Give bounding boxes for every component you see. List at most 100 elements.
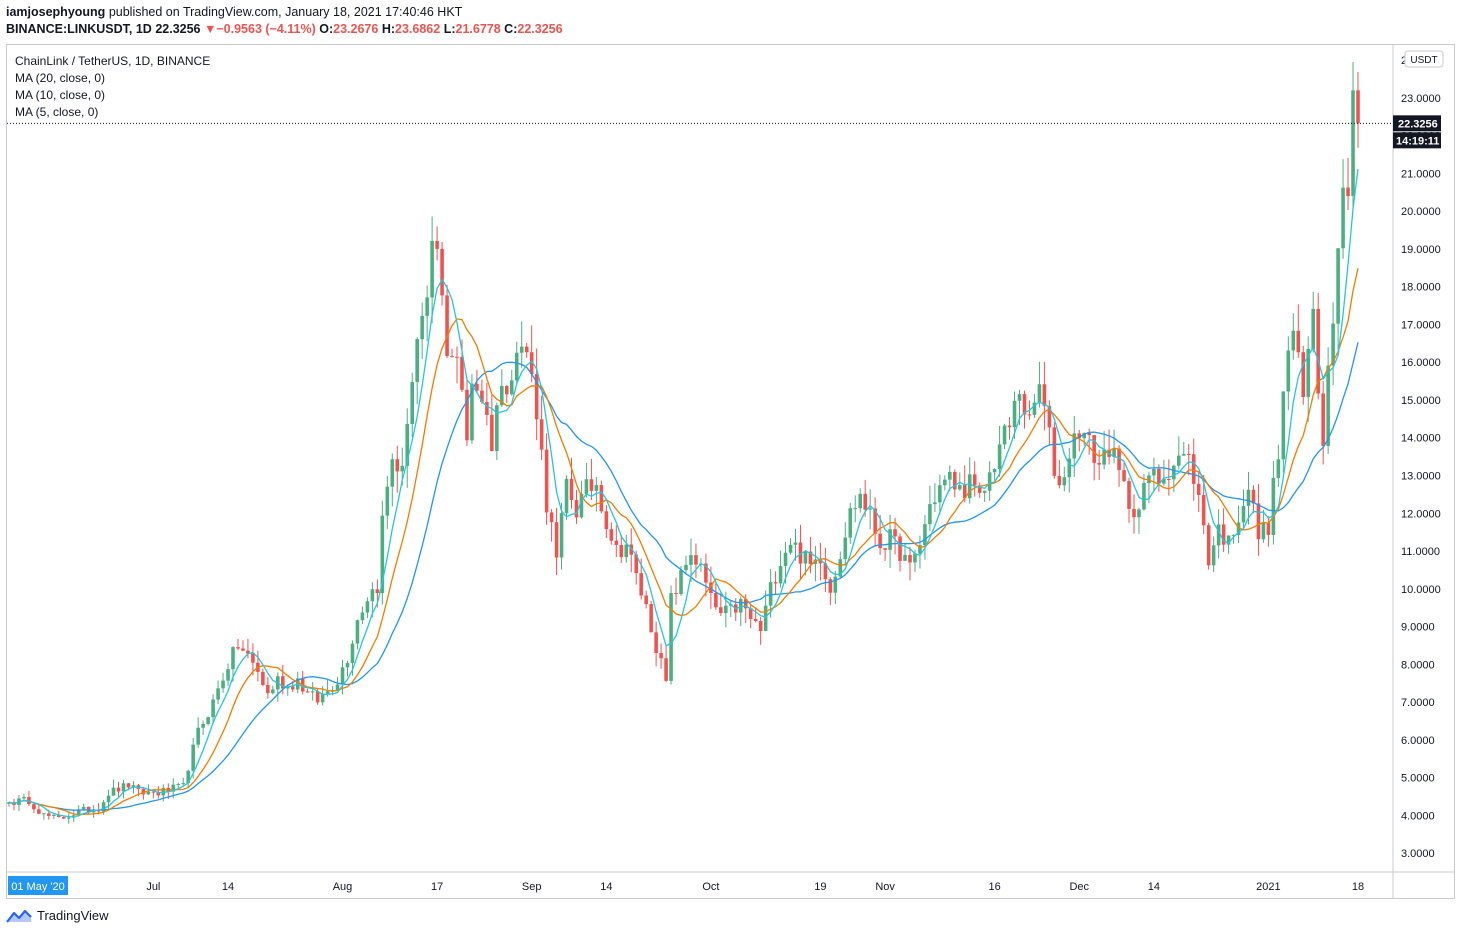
candle-body[interactable] — [504, 386, 509, 395]
candle-body[interactable] — [280, 676, 285, 689]
candle-body[interactable] — [659, 653, 663, 659]
candle-body[interactable] — [1291, 330, 1296, 351]
candle-body[interactable] — [1331, 323, 1335, 366]
candle-body[interactable] — [1067, 458, 1072, 478]
candle-body[interactable] — [1177, 455, 1181, 466]
candle-body[interactable] — [345, 662, 350, 668]
candle-body[interactable] — [848, 508, 853, 538]
candle-body[interactable] — [490, 414, 494, 452]
candle-body[interactable] — [808, 551, 813, 564]
candle-body[interactable] — [783, 552, 788, 566]
candle-body[interactable] — [972, 474, 977, 486]
candle-body[interactable] — [1326, 365, 1330, 446]
candle-body[interactable] — [1321, 393, 1325, 446]
publisher-name[interactable]: iamjosephyoung — [6, 5, 106, 19]
candle-body[interactable] — [176, 783, 181, 785]
candle-body[interactable] — [1231, 534, 1236, 536]
candle-body[interactable] — [544, 449, 549, 513]
candle-body[interactable] — [748, 608, 753, 619]
candle-body[interactable] — [788, 544, 793, 553]
candle-body[interactable] — [76, 809, 81, 816]
candle-body[interactable] — [624, 544, 629, 558]
candle-body[interactable] — [1042, 384, 1047, 406]
candle-body[interactable] — [689, 555, 693, 565]
candle-body[interactable] — [1152, 468, 1156, 476]
candle-body[interactable] — [370, 589, 375, 602]
candle-body[interactable] — [1196, 483, 1201, 495]
candle-body[interactable] — [1032, 402, 1037, 415]
candle-body[interactable] — [883, 548, 887, 550]
candle-body[interactable] — [450, 356, 454, 358]
candle-body[interactable] — [539, 419, 544, 450]
candle-body[interactable] — [938, 485, 942, 503]
candle-body[interactable] — [310, 691, 315, 693]
candle-body[interactable] — [564, 478, 569, 514]
candle-body[interactable] — [131, 785, 136, 788]
candle-body[interactable] — [1286, 350, 1291, 392]
candle-body[interactable] — [694, 555, 698, 565]
candle-body[interactable] — [96, 810, 101, 812]
candle-body[interactable] — [768, 582, 773, 606]
candle-body[interactable] — [519, 346, 524, 353]
candle-body[interactable] — [1062, 477, 1067, 486]
candle-body[interactable] — [967, 474, 972, 499]
candle-body[interactable] — [1221, 524, 1226, 545]
candle-body[interactable] — [445, 295, 449, 357]
candle-body[interactable] — [868, 508, 872, 510]
candle-body[interactable] — [798, 542, 803, 564]
candle-body[interactable] — [116, 787, 121, 792]
candle-body[interactable] — [1007, 425, 1012, 428]
candle-body[interactable] — [52, 814, 56, 816]
candle-body[interactable] — [604, 511, 609, 530]
candle-body[interactable] — [709, 582, 713, 593]
candle-body[interactable] — [987, 472, 992, 491]
candle-body[interactable] — [1022, 394, 1027, 415]
candle-body[interactable] — [126, 783, 131, 788]
candle-body[interactable] — [1341, 187, 1345, 249]
candle-body[interactable] — [1027, 414, 1032, 416]
candle-body[interactable] — [778, 565, 783, 584]
candle-body[interactable] — [420, 315, 424, 340]
candle-body[interactable] — [1346, 187, 1350, 197]
candle-body[interactable] — [261, 671, 265, 685]
candle-body[interactable] — [758, 621, 763, 632]
candle-body[interactable] — [196, 727, 200, 745]
candle-body[interactable] — [425, 297, 429, 316]
candle-body[interactable] — [619, 544, 624, 558]
candle-body[interactable] — [475, 383, 479, 391]
candle-body[interactable] — [206, 717, 210, 724]
candle-body[interactable] — [1112, 448, 1116, 457]
candle-body[interactable] — [888, 529, 892, 550]
candle-body[interactable] — [893, 529, 897, 537]
candle-body[interactable] — [285, 686, 290, 689]
ma-line[interactable] — [8, 169, 1359, 818]
candle-body[interactable] — [997, 444, 1002, 470]
candle-body[interactable] — [435, 240, 439, 249]
candle-body[interactable] — [529, 352, 534, 375]
candle-body[interactable] — [719, 607, 723, 614]
candle-body[interactable] — [669, 593, 673, 681]
candle-body[interactable] — [753, 618, 758, 622]
candle-body[interactable] — [410, 382, 414, 425]
candle-body[interactable] — [1236, 522, 1241, 535]
candle-body[interactable] — [251, 653, 255, 663]
candle-body[interactable] — [226, 669, 230, 681]
candle-body[interactable] — [634, 554, 639, 574]
candle-body[interactable] — [66, 817, 71, 819]
candle-body[interactable] — [1132, 508, 1136, 518]
candle-body[interactable] — [559, 513, 564, 558]
candle-body[interactable] — [943, 479, 947, 486]
candle-body[interactable] — [1157, 468, 1161, 484]
candle-body[interactable] — [574, 500, 579, 518]
candle-body[interactable] — [1356, 90, 1360, 124]
candle-body[interactable] — [962, 485, 967, 499]
candle-body[interactable] — [400, 465, 405, 472]
candle-body[interactable] — [614, 540, 619, 545]
candle-body[interactable] — [1296, 330, 1301, 353]
candle-body[interactable] — [47, 813, 51, 816]
candle-body[interactable] — [609, 529, 614, 541]
candle-body[interactable] — [1082, 433, 1087, 439]
candle-body[interactable] — [1142, 483, 1146, 510]
candle-body[interactable] — [106, 795, 111, 803]
candle-body[interactable] — [957, 485, 962, 490]
